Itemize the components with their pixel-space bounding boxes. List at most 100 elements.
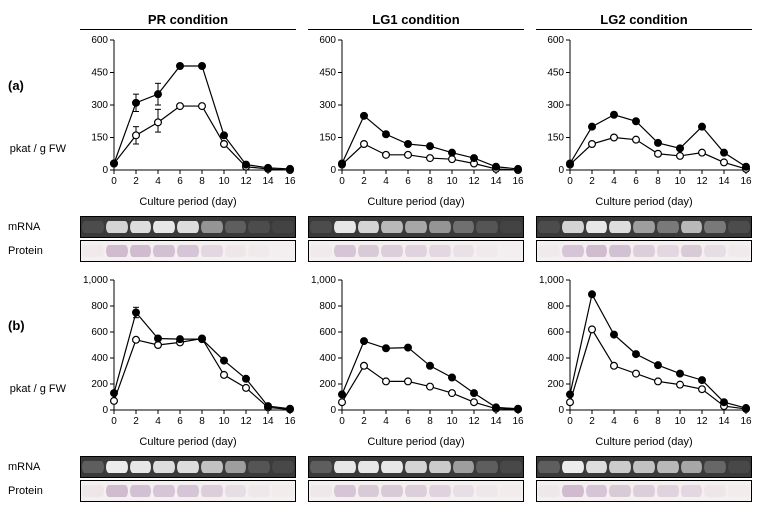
svg-text:6: 6 [177,176,183,187]
mrna-gel [308,456,524,478]
svg-text:8: 8 [655,416,661,427]
svg-text:200: 200 [91,379,108,390]
condition-header: LG1 condition [308,12,524,30]
svg-text:2: 2 [589,416,595,427]
svg-text:16: 16 [740,416,752,427]
svg-text:8: 8 [199,416,205,427]
svg-text:0: 0 [102,405,108,416]
svg-text:12: 12 [468,416,480,427]
x-axis-label: Culture period (day) [536,434,752,454]
x-axis-label: Culture period (day) [308,194,524,214]
svg-text:16: 16 [284,416,296,427]
chart-a-1: 01503004506000246810121416 [308,34,524,194]
chart-b-2: 02004006008001,0000246810121416 [536,274,752,434]
svg-text:8: 8 [199,176,205,187]
panel-a-row: (a) pkat / g FW 015030045060002468101214… [8,34,752,194]
svg-text:450: 450 [319,68,336,79]
svg-text:0: 0 [558,405,564,416]
svg-text:0: 0 [330,405,336,416]
svg-text:6: 6 [405,176,411,187]
svg-text:300: 300 [91,100,108,111]
svg-text:14: 14 [262,416,274,427]
y-axis-label: pkat / g FW [8,383,68,395]
protein-row-a: Protein [8,240,752,262]
svg-text:6: 6 [633,416,639,427]
svg-text:10: 10 [218,416,230,427]
svg-text:2: 2 [133,176,139,187]
svg-text:10: 10 [446,176,458,187]
y-axis-label: pkat / g FW [8,143,68,155]
protein-gel [308,240,524,262]
svg-text:150: 150 [319,133,336,144]
svg-text:600: 600 [319,327,336,338]
svg-text:800: 800 [91,301,108,312]
svg-text:0: 0 [339,176,345,187]
svg-text:600: 600 [319,35,336,46]
condition-header-row: PR condition LG1 condition LG2 condition [8,12,752,30]
svg-text:1,000: 1,000 [83,275,108,286]
svg-text:2: 2 [361,176,367,187]
protein-gel [308,480,524,502]
svg-text:0: 0 [567,176,573,187]
svg-text:800: 800 [547,301,564,312]
svg-text:0: 0 [102,165,108,176]
svg-text:6: 6 [405,416,411,427]
panel-b-left: (b) pkat / g FW [8,314,68,395]
mrna-gel [536,456,752,478]
svg-text:1,000: 1,000 [539,275,564,286]
panel-b-row: (b) pkat / g FW 02004006008001,000024681… [8,274,752,434]
svg-text:14: 14 [490,176,502,187]
figure-wrap: PR condition LG1 condition LG2 condition… [8,12,752,502]
svg-text:8: 8 [655,176,661,187]
mrna-row-b: mRNA [8,456,752,478]
svg-text:4: 4 [383,416,389,427]
svg-text:600: 600 [91,327,108,338]
svg-text:16: 16 [740,176,752,187]
svg-text:300: 300 [547,100,564,111]
protein-row-b: Protein [8,480,752,502]
svg-text:2: 2 [589,176,595,187]
svg-text:16: 16 [284,176,296,187]
svg-text:450: 450 [91,68,108,79]
panel-label-b: (b) [8,314,68,333]
svg-text:12: 12 [468,176,480,187]
svg-text:12: 12 [696,416,708,427]
xlabel-row-a: Culture period (day) Culture period (day… [8,194,752,214]
mrna-gel [308,216,524,238]
svg-text:0: 0 [111,176,117,187]
mrna-row-a: mRNA [8,216,752,238]
chart-a-0: 01503004506000246810121416 [80,34,296,194]
chart-b-1: 02004006008001,0000246810121416 [308,274,524,434]
panel-label-a: (a) [8,74,68,93]
svg-text:4: 4 [611,416,617,427]
svg-text:8: 8 [427,416,433,427]
x-axis-label: Culture period (day) [308,434,524,454]
svg-text:1,000: 1,000 [311,275,336,286]
svg-text:2: 2 [133,416,139,427]
svg-text:400: 400 [91,353,108,364]
mrna-gel [80,456,296,478]
x-axis-label: Culture period (day) [80,194,296,214]
svg-text:200: 200 [547,379,564,390]
svg-text:12: 12 [240,176,252,187]
svg-text:300: 300 [319,100,336,111]
svg-text:4: 4 [155,416,161,427]
condition-header: PR condition [80,12,296,30]
svg-text:400: 400 [319,353,336,364]
svg-text:0: 0 [339,416,345,427]
protein-label: Protein [8,245,68,257]
svg-text:6: 6 [177,416,183,427]
svg-text:0: 0 [567,416,573,427]
svg-text:14: 14 [718,176,730,187]
mrna-label: mRNA [8,461,68,473]
xlabel-row-b: Culture period (day) Culture period (day… [8,434,752,454]
protein-gel [80,240,296,262]
chart-b-0: 02004006008001,0000246810121416 [80,274,296,434]
svg-text:0: 0 [558,165,564,176]
chart-a-2: 01503004506000246810121416 [536,34,752,194]
svg-text:450: 450 [547,68,564,79]
protein-gel [536,240,752,262]
svg-text:14: 14 [718,416,730,427]
svg-text:4: 4 [383,176,389,187]
mrna-gel [80,216,296,238]
